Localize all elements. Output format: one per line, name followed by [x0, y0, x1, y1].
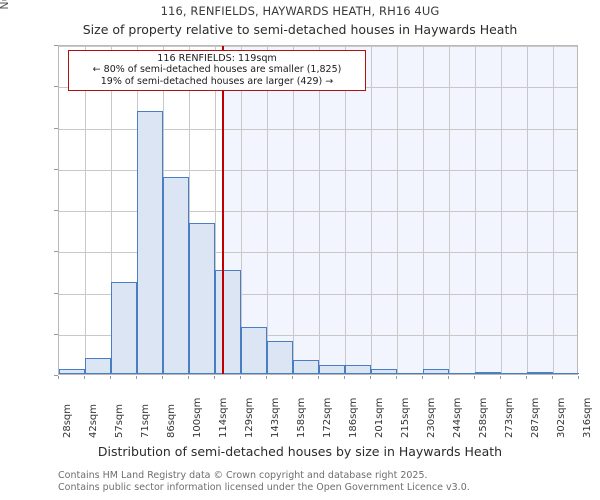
- x-tick-label: 316sqm: [582, 397, 593, 438]
- x-tick-mark: [110, 376, 111, 379]
- bar: [241, 327, 267, 374]
- x-tick-mark: [370, 376, 371, 379]
- y-tick-mark: [54, 168, 58, 170]
- footer-line-2: Contains public sector information licen…: [58, 481, 470, 493]
- bar: [267, 340, 293, 374]
- bar: [293, 360, 319, 374]
- x-tick-mark: [214, 376, 215, 379]
- x-tick-label: 287sqm: [530, 397, 541, 438]
- x-tick-mark: [318, 376, 319, 379]
- x-tick-mark: [344, 376, 345, 379]
- x-tick-label: 244sqm: [452, 397, 463, 438]
- bar: [475, 372, 501, 374]
- y-tick-mark: [54, 127, 58, 129]
- x-tick-mark: [396, 376, 397, 379]
- histogram-bars: [59, 46, 579, 375]
- annotation-smaller-text: ← 80% of semi-detached houses are smalle…: [92, 64, 342, 76]
- y-tick-mark: [54, 210, 58, 211]
- x-tick-mark: [58, 376, 59, 379]
- property-size-marker-line: [222, 46, 225, 374]
- annotation-larger-text: 19% of semi-detached houses are larger (…: [100, 75, 334, 87]
- x-tick-mark: [266, 376, 267, 379]
- x-tick-label: 230sqm: [426, 397, 437, 438]
- x-tick-label: 129sqm: [244, 397, 255, 438]
- page-title: 116, RENFIELDS, HAYWARDS HEATH, RH16 4UG: [160, 4, 440, 18]
- bar: [371, 369, 397, 374]
- x-tick-label: 302sqm: [556, 397, 567, 438]
- x-tick-label: 100sqm: [192, 397, 203, 438]
- chart-title-block: 116, RENFIELDS, HAYWARDS HEATH, RH16 4UG…: [0, 0, 600, 37]
- x-tick-mark: [422, 376, 423, 379]
- x-tick-mark: [448, 376, 449, 379]
- y-tick-mark: [54, 86, 58, 88]
- bar: [449, 372, 475, 375]
- annotation-property-label: 116 RENFIELDS: 119sqm: [157, 53, 277, 64]
- y-tick-mark: [54, 375, 58, 376]
- x-tick-mark: [578, 376, 579, 379]
- bar: [59, 368, 85, 374]
- y-tick-mark: [54, 45, 58, 46]
- plot-area: [58, 45, 579, 375]
- y-axis-label: Number of semi-detached properties: [0, 0, 12, 73]
- x-tick-label: 28sqm: [62, 403, 73, 438]
- x-tick-label: 42sqm: [88, 403, 99, 438]
- x-tick-label: 71sqm: [140, 403, 151, 438]
- bar: [189, 223, 215, 374]
- bar: [527, 372, 553, 374]
- bar: [215, 269, 241, 374]
- y-tick-mark: [54, 333, 58, 335]
- bar: [397, 372, 423, 375]
- y-tick-mark: [54, 251, 58, 253]
- x-tick-label: 215sqm: [400, 397, 411, 438]
- x-axis-label: Distribution of semi-detached houses by …: [97, 444, 503, 459]
- bar: [423, 369, 449, 374]
- footer-line-1: Contains HM Land Registry data © Crown c…: [58, 470, 428, 481]
- footer-attribution: Contains HM Land Registry data © Crown c…: [58, 470, 598, 494]
- x-tick-mark: [552, 376, 553, 379]
- x-tick-mark: [240, 376, 241, 379]
- bar: [553, 372, 579, 375]
- bar: [85, 358, 111, 374]
- x-tick-mark: [526, 376, 527, 379]
- x-axis-ticks: 28sqm 42sqm 57sqm 71sqm 86sqm 100sqm 114sqm 129…: [0, 376, 600, 446]
- x-tick-mark: [500, 376, 501, 379]
- x-tick-mark: [292, 376, 293, 379]
- x-tick-label: 172sqm: [322, 397, 333, 438]
- x-tick-label: 258sqm: [478, 397, 489, 438]
- bar: [163, 177, 189, 374]
- bar: [501, 372, 527, 375]
- x-tick-mark: [474, 376, 475, 379]
- x-tick-mark: [162, 376, 163, 379]
- bar: [319, 364, 345, 374]
- bar: [111, 282, 137, 374]
- x-tick-label: 143sqm: [270, 397, 281, 438]
- x-tick-label: 86sqm: [166, 403, 177, 438]
- x-tick-label: 114sqm: [218, 397, 229, 438]
- bar: [345, 364, 371, 374]
- x-tick-label: 186sqm: [348, 397, 359, 438]
- x-tick-mark: [136, 376, 137, 379]
- chart-subtitle: Size of property relative to semi-detach…: [82, 22, 518, 37]
- y-tick-mark: [54, 292, 58, 294]
- x-tick-label: 273sqm: [504, 397, 515, 438]
- x-tick-mark: [84, 376, 85, 379]
- x-tick-label: 57sqm: [114, 403, 125, 438]
- property-annotation-box: 116 RENFIELDS: 119sqm ← 80% of semi-deta…: [68, 50, 366, 91]
- x-tick-label: 158sqm: [296, 397, 307, 438]
- x-tick-label: 201sqm: [374, 397, 385, 438]
- larger-properties-shaded-region: [223, 46, 577, 374]
- bar: [137, 110, 163, 374]
- x-tick-mark: [188, 376, 189, 379]
